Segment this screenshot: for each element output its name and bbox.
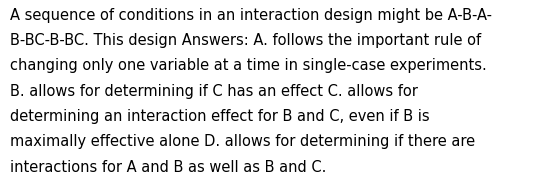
Text: B. allows for determining if C has an effect C. allows for: B. allows for determining if C has an ef… bbox=[10, 84, 418, 99]
Text: determining an interaction effect for B and C, even if B is: determining an interaction effect for B … bbox=[10, 109, 430, 124]
Text: B-BC-B-BC. This design Answers: A. follows the important rule of: B-BC-B-BC. This design Answers: A. follo… bbox=[10, 33, 481, 48]
Text: changing only one variable at a time in single-case experiments.: changing only one variable at a time in … bbox=[10, 58, 487, 73]
Text: maximally effective alone D. allows for determining if there are: maximally effective alone D. allows for … bbox=[10, 134, 475, 149]
Text: A sequence of conditions in an interaction design might be A-B-A-: A sequence of conditions in an interacti… bbox=[10, 8, 492, 23]
Text: interactions for A and B as well as B and C.: interactions for A and B as well as B an… bbox=[10, 160, 326, 175]
